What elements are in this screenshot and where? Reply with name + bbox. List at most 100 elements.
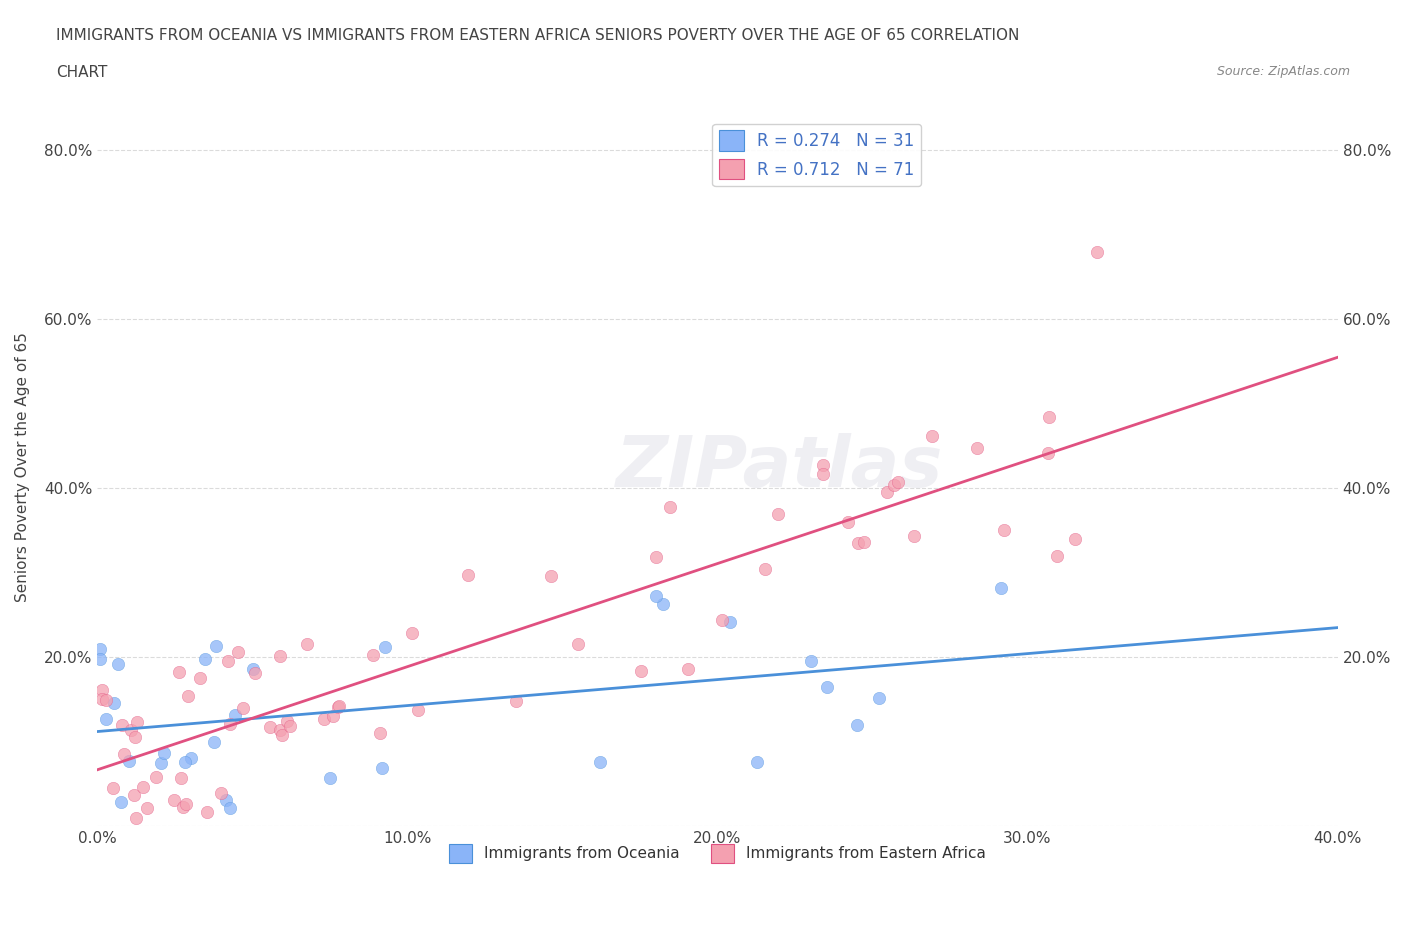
Immigrants from Eastern Africa	[145, 770, 167, 785]
Immigrants from Eastern Africa	[1064, 531, 1087, 546]
Immigrants from Eastern Africa	[177, 688, 200, 703]
Immigrants from Eastern Africa	[122, 788, 145, 803]
Immigrants from Oceania	[318, 771, 340, 786]
Legend: Immigrants from Oceania, Immigrants from Eastern Africa: Immigrants from Oceania, Immigrants from…	[443, 838, 991, 869]
Immigrants from Eastern Africa	[174, 797, 197, 812]
Immigrants from Oceania	[205, 639, 228, 654]
Immigrants from Eastern Africa	[883, 477, 905, 492]
Immigrants from Eastern Africa	[903, 529, 925, 544]
Immigrants from Eastern Africa	[163, 792, 186, 807]
Y-axis label: Seniors Poverty Over the Age of 65: Seniors Poverty Over the Age of 65	[15, 332, 30, 602]
Immigrants from Eastern Africa	[276, 713, 298, 728]
Immigrants from Oceania	[718, 615, 741, 630]
Immigrants from Eastern Africa	[278, 718, 301, 733]
Immigrants from Eastern Africa	[1038, 445, 1060, 460]
Immigrants from Oceania	[846, 717, 869, 732]
Immigrants from Oceania	[174, 755, 197, 770]
Immigrants from Oceania	[242, 661, 264, 676]
Immigrants from Eastern Africa	[271, 727, 294, 742]
Immigrants from Oceania	[194, 652, 217, 667]
Immigrants from Oceania	[89, 642, 111, 657]
Immigrants from Eastern Africa	[676, 661, 699, 676]
Immigrants from Eastern Africa	[228, 644, 250, 659]
Immigrants from Eastern Africa	[966, 441, 988, 456]
Text: CHART: CHART	[56, 65, 108, 80]
Immigrants from Eastern Africa	[540, 568, 562, 583]
Immigrants from Eastern Africa	[837, 514, 859, 529]
Immigrants from Eastern Africa	[711, 612, 734, 627]
Immigrants from Eastern Africa	[243, 665, 266, 680]
Immigrants from Eastern Africa	[322, 709, 344, 724]
Immigrants from Eastern Africa	[457, 567, 479, 582]
Immigrants from Eastern Africa	[111, 718, 134, 733]
Immigrants from Eastern Africa	[219, 716, 242, 731]
Text: IMMIGRANTS FROM OCEANIA VS IMMIGRANTS FROM EASTERN AFRICA SENIORS POVERTY OVER T: IMMIGRANTS FROM OCEANIA VS IMMIGRANTS FR…	[56, 28, 1019, 43]
Immigrants from Oceania	[588, 754, 610, 769]
Immigrants from Eastern Africa	[876, 485, 898, 499]
Immigrants from Eastern Africa	[853, 535, 876, 550]
Immigrants from Eastern Africa	[269, 648, 291, 663]
Immigrants from Eastern Africa	[328, 698, 350, 713]
Immigrants from Eastern Africa	[125, 810, 148, 825]
Immigrants from Eastern Africa	[124, 730, 146, 745]
Immigrants from Eastern Africa	[172, 800, 194, 815]
Immigrants from Eastern Africa	[269, 723, 291, 737]
Immigrants from Eastern Africa	[659, 500, 682, 515]
Immigrants from Eastern Africa	[811, 467, 834, 482]
Immigrants from Eastern Africa	[188, 671, 211, 685]
Immigrants from Eastern Africa	[848, 536, 870, 551]
Immigrants from Eastern Africa	[90, 683, 112, 698]
Text: Source: ZipAtlas.com: Source: ZipAtlas.com	[1216, 65, 1350, 78]
Immigrants from Oceania	[94, 711, 117, 726]
Immigrants from Eastern Africa	[1085, 245, 1108, 259]
Immigrants from Eastern Africa	[170, 770, 193, 785]
Immigrants from Eastern Africa	[167, 664, 190, 679]
Immigrants from Eastern Africa	[195, 804, 218, 819]
Immigrants from Eastern Africa	[135, 801, 157, 816]
Immigrants from Eastern Africa	[993, 523, 1015, 538]
Immigrants from Eastern Africa	[217, 654, 239, 669]
Immigrants from Eastern Africa	[112, 747, 135, 762]
Immigrants from Eastern Africa	[1046, 549, 1069, 564]
Immigrants from Oceania	[153, 746, 176, 761]
Immigrants from Oceania	[374, 639, 396, 654]
Immigrants from Eastern Africa	[630, 663, 652, 678]
Immigrants from Oceania	[202, 735, 225, 750]
Immigrants from Eastern Africa	[401, 625, 423, 640]
Immigrants from Eastern Africa	[90, 692, 112, 707]
Immigrants from Eastern Africa	[754, 562, 776, 577]
Immigrants from Eastern Africa	[645, 550, 668, 565]
Immigrants from Oceania	[990, 581, 1012, 596]
Immigrants from Oceania	[107, 657, 129, 671]
Immigrants from Eastern Africa	[101, 781, 124, 796]
Immigrants from Oceania	[118, 753, 141, 768]
Immigrants from Oceania	[371, 761, 394, 776]
Immigrants from Oceania	[219, 801, 242, 816]
Immigrants from Oceania	[224, 708, 246, 723]
Immigrants from Eastern Africa	[295, 637, 318, 652]
Immigrants from Eastern Africa	[328, 699, 350, 714]
Immigrants from Eastern Africa	[361, 647, 384, 662]
Immigrants from Oceania	[815, 680, 838, 695]
Immigrants from Eastern Africa	[125, 714, 148, 729]
Immigrants from Eastern Africa	[314, 711, 336, 726]
Immigrants from Oceania	[110, 795, 132, 810]
Immigrants from Oceania	[150, 756, 173, 771]
Immigrants from Eastern Africa	[132, 779, 155, 794]
Immigrants from Eastern Africa	[811, 458, 834, 472]
Immigrants from Eastern Africa	[1038, 409, 1060, 424]
Immigrants from Oceania	[103, 696, 125, 711]
Immigrants from Eastern Africa	[921, 429, 943, 444]
Immigrants from Eastern Africa	[120, 722, 142, 737]
Immigrants from Oceania	[645, 589, 668, 604]
Immigrants from Eastern Africa	[232, 701, 254, 716]
Immigrants from Oceania	[89, 652, 111, 667]
Immigrants from Eastern Africa	[887, 474, 910, 489]
Immigrants from Oceania	[652, 596, 675, 611]
Immigrants from Oceania	[180, 751, 202, 765]
Immigrants from Eastern Africa	[368, 725, 391, 740]
Immigrants from Eastern Africa	[505, 693, 527, 708]
Immigrants from Eastern Africa	[567, 637, 589, 652]
Immigrants from Eastern Africa	[766, 506, 789, 521]
Immigrants from Oceania	[215, 792, 238, 807]
